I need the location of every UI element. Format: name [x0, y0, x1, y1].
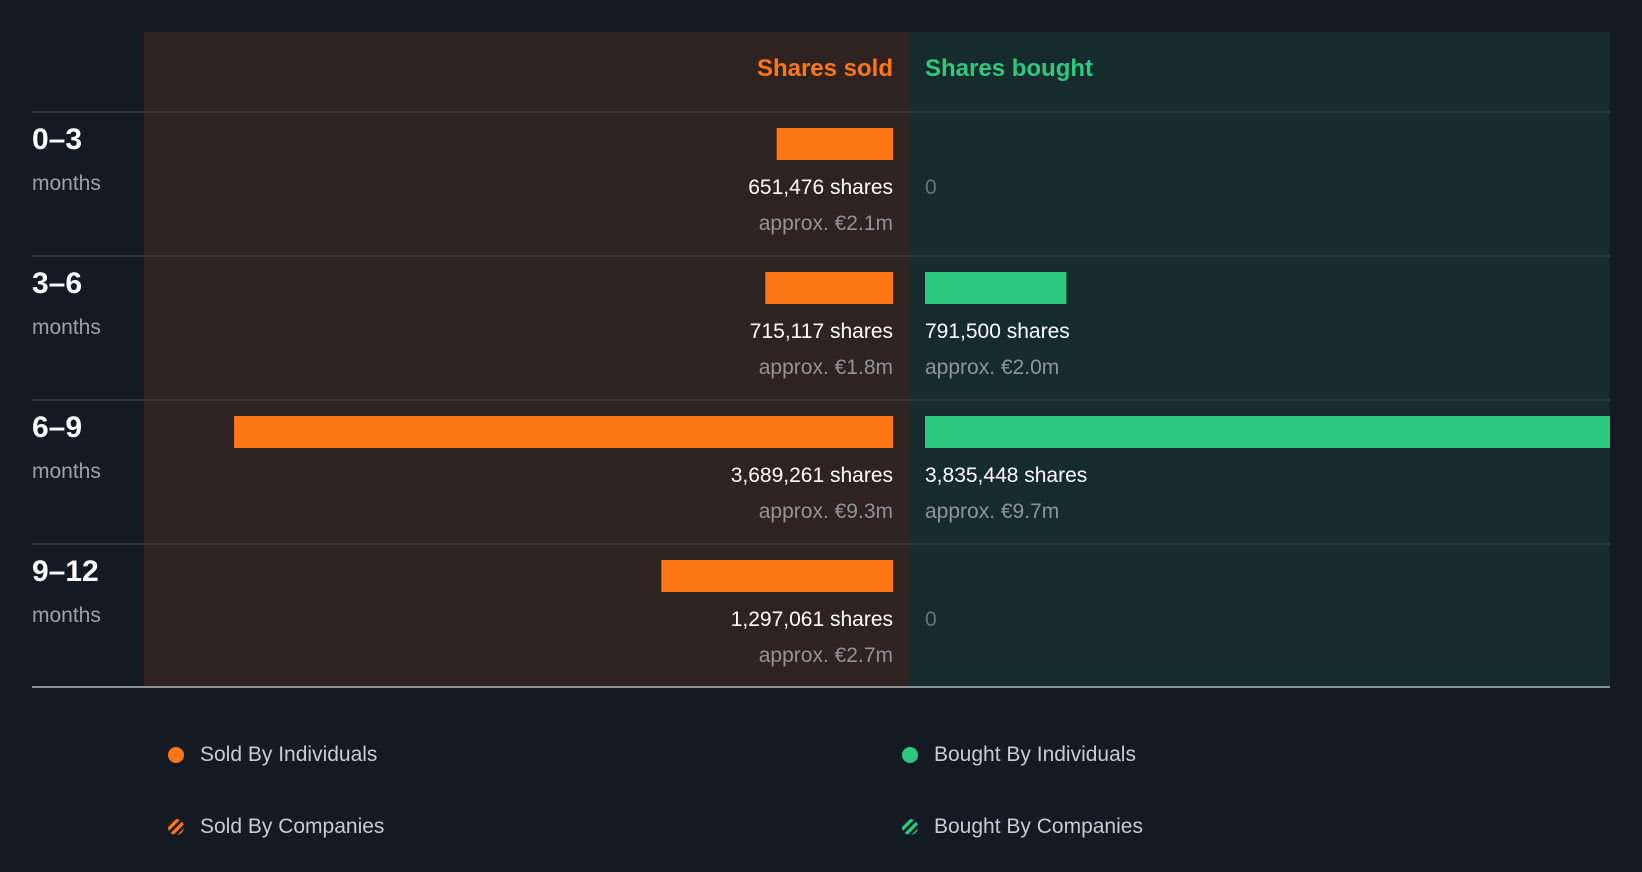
shares-sold-header: Shares sold [756, 55, 893, 82]
chart-canvas [32, 32, 1610, 688]
period-label: 3–6 [32, 267, 83, 300]
striped-green-dot-icon [902, 819, 918, 835]
sold-bar [765, 272, 893, 304]
period-unit-label: months [32, 316, 101, 339]
sold-bar [776, 128, 893, 160]
sold-value-label: approx. €2.7m [758, 644, 893, 667]
orange-dot-icon [168, 747, 184, 763]
sold-value-label: approx. €2.1m [758, 212, 893, 235]
bought-bar [925, 416, 1610, 448]
bought-zero-label: 0 [925, 176, 937, 199]
legend-label: Sold By Individuals [200, 743, 378, 766]
green-dot-icon [902, 747, 918, 763]
bought-zero-label: 0 [925, 608, 937, 631]
bought-shares-label: 791,500 shares [925, 320, 1070, 343]
shares-bought-header: Shares bought [925, 55, 1094, 82]
bars-group [234, 128, 1610, 592]
sold-value-label: approx. €1.8m [758, 356, 893, 379]
bought-shares-label: 3,835,448 shares [925, 464, 1088, 487]
sold-bar [661, 560, 893, 592]
sold-bar [234, 416, 893, 448]
legend-label: Bought By Individuals [934, 743, 1136, 766]
legend-bought-individuals: Bought By Individuals [902, 742, 1136, 768]
period-label: 6–9 [32, 411, 83, 444]
legend-sold-companies: Sold By Companies [168, 814, 384, 840]
period-unit-label: months [32, 172, 101, 195]
legend-label: Bought By Companies [934, 815, 1143, 838]
sold-shares-label: 1,297,061 shares [730, 608, 893, 631]
period-unit-label: months [32, 604, 101, 627]
bought-value-label: approx. €2.0m [925, 356, 1060, 379]
bought-panel [909, 32, 1610, 686]
legend-sold-individuals: Sold By Individuals [168, 742, 377, 768]
period-label: 0–3 [32, 123, 83, 156]
legend-label: Sold By Companies [200, 815, 385, 838]
legend-bought-companies: Bought By Companies [902, 814, 1143, 840]
bought-value-label: approx. €9.7m [925, 500, 1060, 523]
sold-value-label: approx. €9.3m [758, 500, 893, 523]
row-separators [32, 111, 1610, 688]
sold-shares-label: 715,117 shares [749, 320, 893, 343]
insider-trading-chart: Shares sold Shares bought 0–3 months 651,4… [32, 32, 1610, 688]
sold-shares-label: 3,689,261 shares [730, 464, 893, 487]
period-unit-label: months [32, 460, 101, 483]
sold-shares-label: 651,476 shares [748, 176, 893, 199]
bought-bar [925, 272, 1067, 304]
period-label: 9–12 [32, 555, 99, 588]
legend: Sold By Individuals Bought By Individual… [0, 700, 1642, 872]
striped-orange-dot-icon [168, 819, 184, 835]
